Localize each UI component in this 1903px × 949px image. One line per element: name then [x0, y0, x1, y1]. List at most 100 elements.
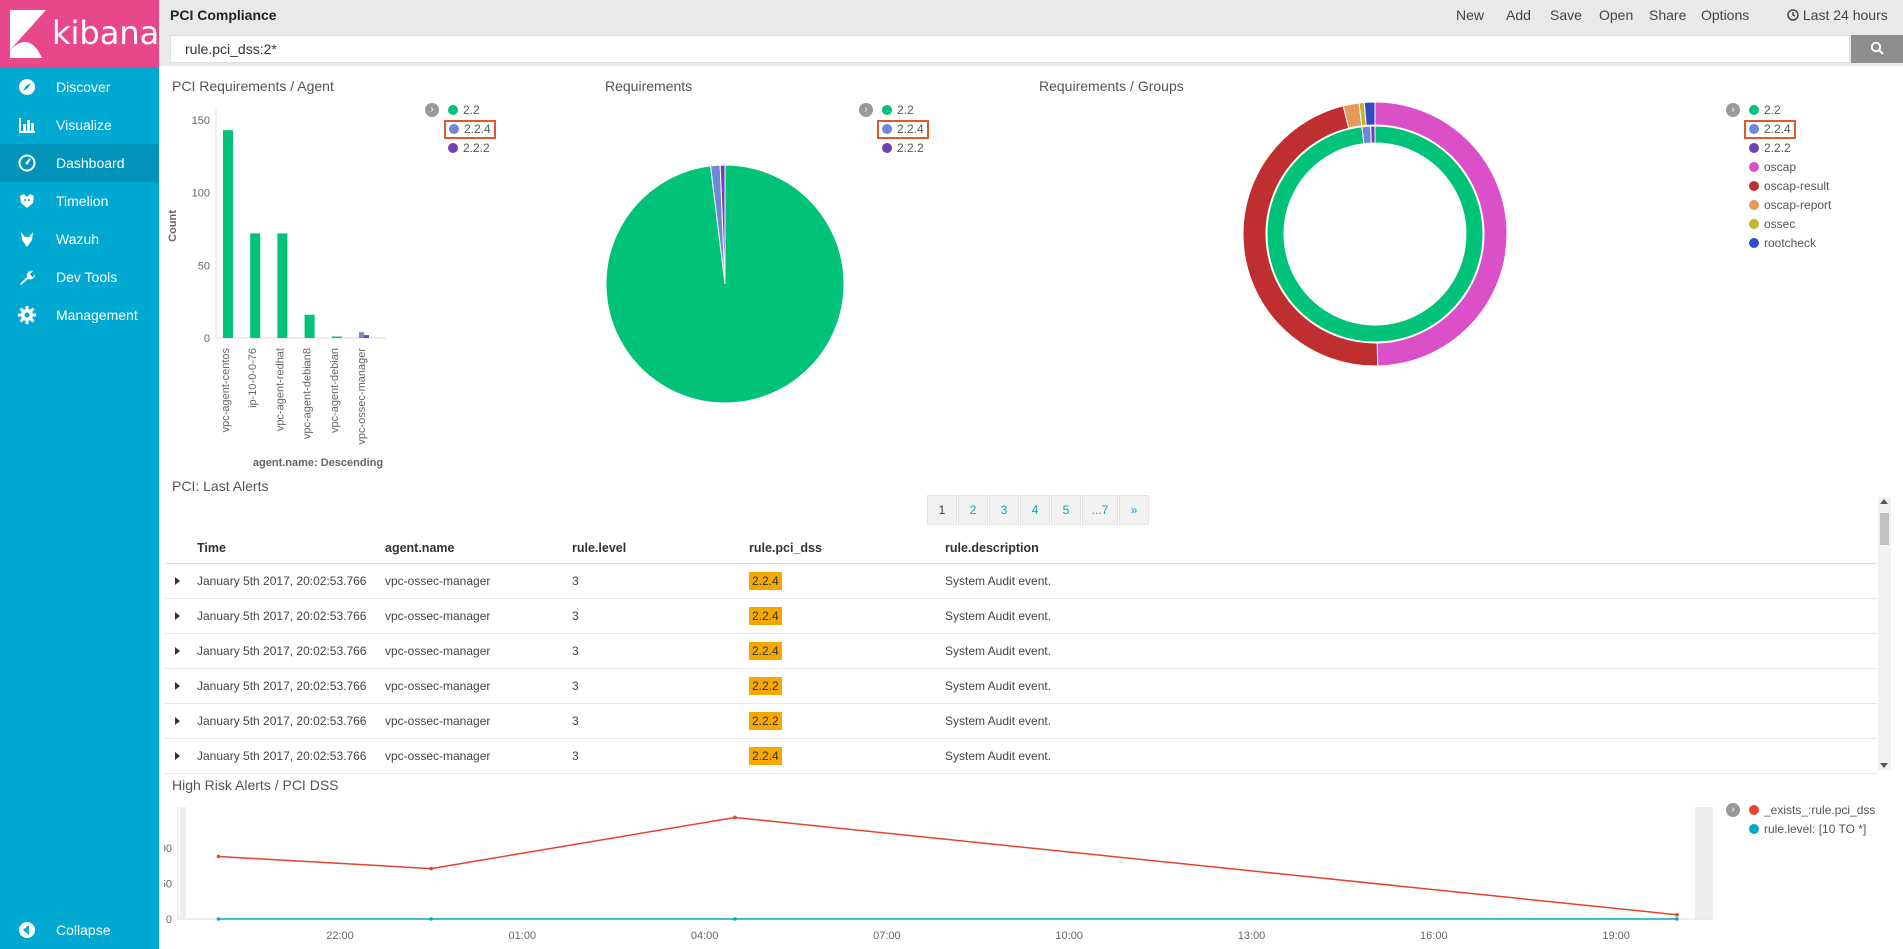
cell-time: January 5th 2017, 20:02:53.766 — [197, 738, 385, 774]
legend-toggle-button[interactable]: › — [1726, 103, 1740, 117]
legend-toggle-button[interactable]: › — [1726, 803, 1740, 817]
cell-rule-level: 3 — [572, 633, 749, 669]
search-input[interactable] — [170, 35, 1850, 63]
expand-row-toggle[interactable] — [165, 703, 197, 739]
page-2-button[interactable]: 2 — [958, 495, 988, 525]
legend-item-2-2[interactable]: 2.2 — [882, 103, 914, 119]
new-button[interactable]: New — [1456, 7, 1485, 23]
table-row[interactable]: January 5th 2017, 20:02:53.766 vpc-ossec-… — [165, 668, 1877, 704]
scroll-thumb[interactable] — [1880, 513, 1889, 545]
scroll-up-arrow[interactable] — [1880, 499, 1888, 504]
save-button[interactable]: Save — [1550, 7, 1582, 23]
legend-label: 2.2.4 — [464, 122, 491, 136]
legend-item-rule-level[interactable]: rule.level: [10 TO *] — [1749, 822, 1866, 838]
cell-rule-pci-dss: 2.2.4 — [749, 563, 945, 599]
legend-item-2-2[interactable]: 2.2 — [448, 103, 480, 119]
legend-label: 2.2.2 — [1764, 141, 1791, 155]
legend-dot — [448, 143, 458, 153]
scroll-down-arrow[interactable] — [1880, 763, 1888, 768]
x-tick-label: vpc-agent-debian — [329, 348, 341, 433]
page-last-button[interactable]: ...7 — [1082, 495, 1118, 525]
alerts-title: PCI: Last Alerts — [172, 478, 269, 494]
bar — [359, 332, 364, 338]
legend-toggle-button[interactable]: › — [859, 103, 873, 117]
pci-dss-tag: 2.2.4 — [749, 606, 782, 625]
legend-label: 2.2.4 — [1764, 122, 1791, 136]
table-scrollbar[interactable] — [1878, 497, 1891, 770]
expand-row-toggle[interactable] — [165, 563, 197, 599]
expand-row-toggle[interactable] — [165, 738, 197, 774]
x-tick-label: 13:00 — [1238, 930, 1266, 942]
share-button[interactable]: Share — [1649, 7, 1687, 23]
nav-timelion[interactable]: Timelion — [0, 182, 159, 220]
legend-label: oscap-report — [1764, 198, 1832, 212]
page-4-button[interactable]: 4 — [1020, 495, 1050, 525]
column-header-rule-level[interactable]: rule.level — [572, 533, 749, 564]
cell-rule-pci-dss: 2.2.4 — [749, 633, 945, 669]
cell-rule-pci-dss: 2.2.2 — [749, 668, 945, 704]
table-row[interactable]: January 5th 2017, 20:02:53.766 vpc-ossec-… — [165, 738, 1877, 774]
nav-discover[interactable]: Discover — [0, 68, 159, 106]
table-row[interactable]: January 5th 2017, 20:02:53.766 vpc-ossec-… — [165, 633, 1877, 669]
line-point — [429, 917, 433, 921]
page-3-button[interactable]: 3 — [989, 495, 1019, 525]
table-row[interactable]: January 5th 2017, 20:02:53.766 vpc-ossec-… — [165, 563, 1877, 599]
table-row[interactable]: January 5th 2017, 20:02:53.766 vpc-ossec-… — [165, 703, 1877, 739]
column-header-rule-pci-dss[interactable]: rule.pci_dss — [749, 533, 945, 564]
legend-item-pci-dss-exists[interactable]: _exists_:rule.pci_dss — [1749, 803, 1875, 819]
options-button[interactable]: Options — [1701, 7, 1750, 23]
agent-bar-chart: 0 50 100 150 Count vpc-agent-centos ip-10-0-0-… — [167, 110, 386, 469]
collapse-label: Collapse — [56, 922, 111, 938]
legend-item-oscap-result[interactable]: oscap-result — [1749, 179, 1829, 195]
collapse-button[interactable]: Collapse — [0, 911, 159, 949]
legend-dot — [1749, 124, 1759, 134]
legend-item-2-2[interactable]: 2.2 — [1749, 103, 1781, 119]
legend-toggle-button[interactable]: › — [425, 103, 439, 117]
pci-dss-tag: 2.2.4 — [749, 641, 782, 660]
legend-item-2-2-4[interactable]: 2.2.4 — [877, 120, 929, 139]
nav-visualize[interactable]: Visualize — [0, 106, 159, 144]
bar — [331, 336, 342, 338]
legend-item-ossec[interactable]: ossec — [1749, 217, 1795, 233]
legend-item-2-2-4[interactable]: 2.2.4 — [444, 120, 496, 139]
nav-management[interactable]: Management — [0, 296, 159, 334]
legend-item-2-2-2[interactable]: 2.2.2 — [1749, 141, 1791, 157]
nav-dashboard[interactable]: Dashboard — [0, 144, 159, 182]
table-row[interactable]: January 5th 2017, 20:02:53.766 vpc-ossec-… — [165, 598, 1877, 634]
page-next-button[interactable]: » — [1119, 495, 1149, 525]
legend-item-oscap-report[interactable]: oscap-report — [1749, 198, 1831, 214]
kibana-logo[interactable]: kibana — [0, 0, 159, 68]
nav-wazuh[interactable]: Wazuh — [0, 220, 159, 258]
legend-item-2-2-4[interactable]: 2.2.4 — [1744, 120, 1796, 139]
column-header-rule-description[interactable]: rule.description — [945, 533, 1877, 564]
nav-discover-label: Discover — [56, 79, 111, 95]
page-5-button[interactable]: 5 — [1051, 495, 1081, 525]
legend-dot — [882, 143, 892, 153]
column-header-agent-name[interactable]: agent.name — [385, 533, 572, 564]
cell-agent-name: vpc-ossec-manager — [385, 668, 572, 704]
legend-item-2-2-2[interactable]: 2.2.2 — [448, 141, 490, 157]
expand-row-toggle[interactable] — [165, 598, 197, 634]
expand-row-toggle[interactable] — [165, 633, 197, 669]
groups-donut-chart — [1242, 101, 1508, 367]
open-button[interactable]: Open — [1599, 7, 1634, 23]
legend-dot — [1749, 238, 1759, 248]
legend-item-rootcheck[interactable]: rootcheck — [1749, 236, 1816, 252]
add-button[interactable]: Add — [1506, 7, 1531, 23]
bar — [277, 233, 288, 338]
legend-item-2-2-2[interactable]: 2.2.2 — [882, 141, 924, 157]
wrench-icon — [20, 270, 35, 285]
column-header-time[interactable]: Time — [197, 533, 385, 564]
nav-dev-tools[interactable]: Dev Tools — [0, 258, 159, 296]
legend-dot — [1749, 805, 1759, 815]
legend-item-oscap[interactable]: oscap — [1749, 160, 1796, 176]
requirements-pie-chart — [605, 164, 845, 404]
time-picker[interactable]: Last 24 hours — [1787, 7, 1888, 23]
table-header-row: Time agent.name rule.level rule.pci_dss … — [165, 533, 1877, 564]
page-1-button[interactable]: 1 — [927, 495, 957, 525]
search-button[interactable] — [1851, 35, 1903, 63]
expand-row-toggle[interactable] — [165, 668, 197, 704]
x-tick-label: vpc-agent-redhat — [274, 348, 286, 431]
cell-rule-pci-dss: 2.2.4 — [749, 738, 945, 774]
kibana-mark-icon — [10, 10, 46, 58]
